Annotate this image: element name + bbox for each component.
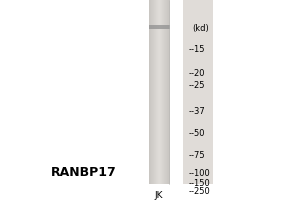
Bar (161, 0, 162, 184)
Bar (151, 0, 152, 184)
Text: --15: --15 (189, 45, 206, 53)
Bar (150, 0, 151, 184)
Bar (165, 0, 166, 184)
Bar (164, 0, 165, 184)
Bar (163, 0, 164, 184)
Text: --25: --25 (189, 81, 206, 90)
Bar (148, 0, 149, 184)
Bar (152, 0, 153, 184)
Bar (159, 0, 160, 184)
Text: JK: JK (155, 190, 163, 200)
Bar (157, 0, 158, 184)
Text: --37: --37 (189, 106, 206, 116)
Text: --250: --250 (189, 188, 211, 196)
Text: --150: --150 (189, 178, 211, 188)
Bar (166, 0, 167, 184)
Text: RANBP17: RANBP17 (51, 166, 117, 180)
Bar (167, 0, 168, 184)
Bar (172, 0, 183, 184)
Text: (kd): (kd) (193, 23, 209, 32)
Bar (153, 0, 154, 184)
Bar (148, 0, 170, 184)
Bar (155, 0, 156, 184)
Text: --100: --100 (189, 168, 211, 178)
Text: --20: --20 (189, 68, 206, 77)
Bar (160, 0, 161, 184)
Text: --75: --75 (189, 150, 206, 160)
Bar (156, 0, 157, 184)
Bar (169, 0, 170, 184)
Bar (154, 0, 155, 184)
Bar (168, 0, 169, 184)
Bar (183, 0, 213, 184)
Bar (162, 0, 163, 184)
Bar (158, 0, 159, 184)
Bar (149, 0, 150, 184)
Bar (148, 25, 170, 29)
Text: --50: --50 (189, 130, 206, 138)
